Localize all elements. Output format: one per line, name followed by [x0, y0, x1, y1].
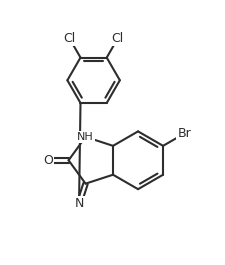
Text: Cl: Cl — [63, 32, 76, 45]
Text: O: O — [43, 154, 53, 167]
Text: Br: Br — [177, 127, 191, 140]
Text: N: N — [74, 197, 84, 210]
Text: NH: NH — [77, 132, 94, 142]
Text: Cl: Cl — [112, 32, 124, 45]
